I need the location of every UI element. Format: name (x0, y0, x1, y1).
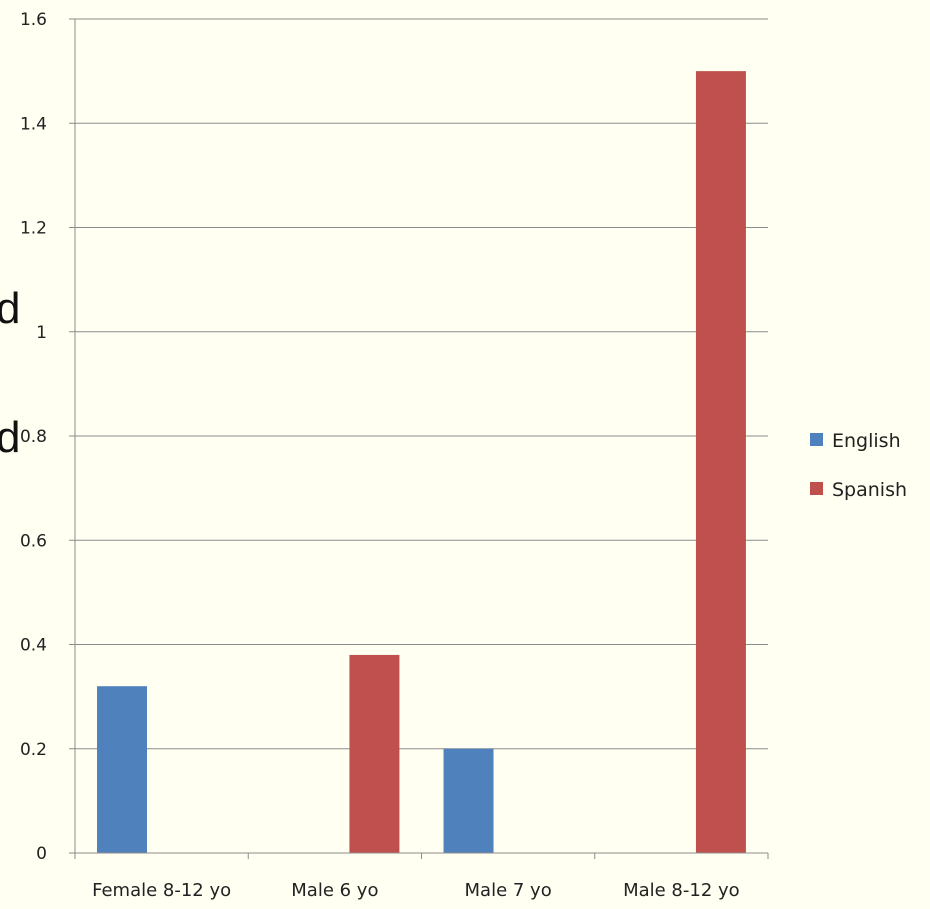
x-tick-labels: Female 8-12 yo Male 6 yo Male 7 yo Male 8-1… (92, 880, 740, 901)
y-tick-label: 0.8 (20, 427, 47, 447)
legend-label: English (832, 430, 901, 452)
legend-swatch (810, 433, 823, 446)
x-category-label: Male 6 yo (291, 880, 378, 901)
bar-english (97, 686, 148, 853)
slide-text-fragment: d (0, 413, 20, 462)
y-tick-label: 1.6 (20, 10, 47, 30)
y-tick-label: 0 (36, 844, 47, 864)
x-category-label: Male 7 yo (465, 880, 552, 901)
y-tick-label: 1.4 (20, 114, 47, 134)
axes (69, 18, 769, 859)
y-tick-label: 0.6 (20, 531, 47, 551)
y-tick-label: 1 (36, 323, 47, 343)
legend: English Spanish (810, 430, 907, 501)
bars (97, 71, 746, 853)
legend-swatch (810, 482, 823, 495)
x-category-label: Female 8-12 yo (92, 880, 231, 901)
y-tick-labels: 0 0.2 0.4 0.6 0.8 1 1.2 1.4 1.6 (20, 10, 47, 864)
y-tick-label: 0.4 (20, 636, 47, 656)
bar-english (443, 748, 494, 853)
slide-text-fragment: d (0, 284, 20, 333)
y-tick-label: 1.2 (20, 219, 47, 239)
y-tick-label: 0.2 (20, 740, 47, 760)
legend-label: Spanish (832, 479, 907, 501)
bar-spanish (349, 654, 400, 853)
x-category-label: Male 8-12 yo (623, 880, 740, 901)
gridlines (75, 18, 768, 750)
bar-spanish (695, 71, 746, 853)
